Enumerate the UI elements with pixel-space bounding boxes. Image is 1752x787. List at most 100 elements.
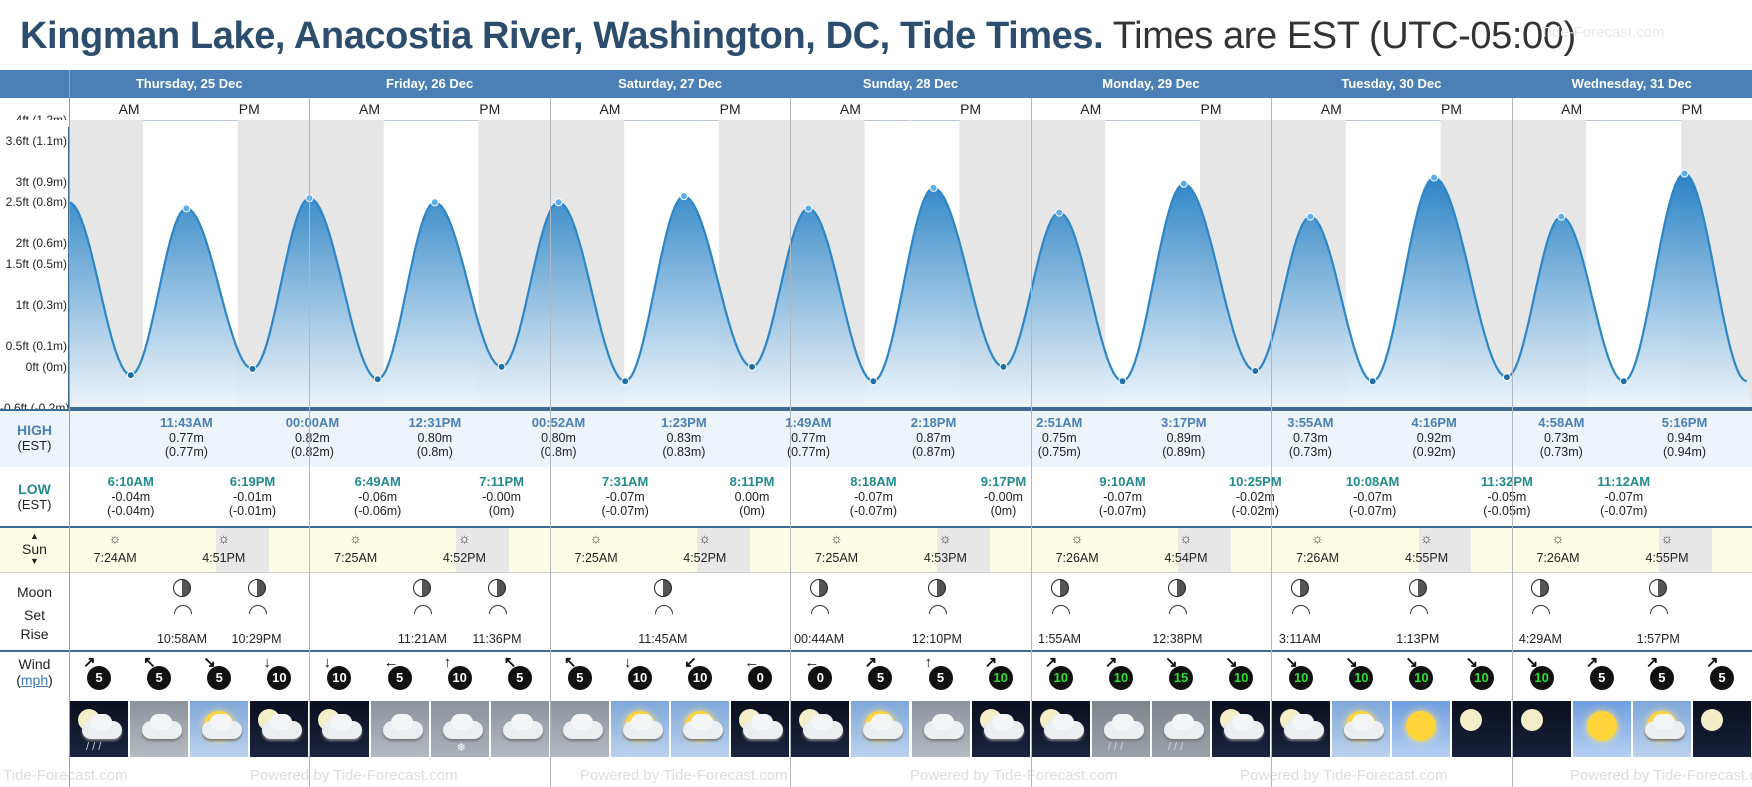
watermark-bottom: Powered by Tide-Forecast.com: [1570, 767, 1752, 784]
sunset-cell: [456, 528, 510, 572]
wind-speed-badge[interactable]: 10: [327, 666, 352, 690]
high-tide-height: 0.75m: [1041, 431, 1077, 445]
wind-speed-badge[interactable]: 10: [1529, 666, 1554, 690]
low-tide-point[interactable]: [126, 371, 135, 380]
high-tide-point[interactable]: [1055, 208, 1064, 217]
high-tide-point[interactable]: [1680, 169, 1689, 178]
wind-speed-badge[interactable]: 10: [1229, 666, 1254, 690]
low-tide-point[interactable]: [497, 362, 506, 371]
high-tide-point[interactable]: [554, 198, 563, 207]
high-tide-point[interactable]: [679, 192, 688, 201]
wind-speed-badge[interactable]: 5: [1649, 666, 1674, 690]
wind-speed-badge[interactable]: 10: [688, 666, 713, 690]
wind-speed-badge[interactable]: 5: [1709, 666, 1734, 690]
moon-phase-icon: [487, 579, 506, 597]
weather-night-cloud-icon: [731, 701, 790, 757]
y-axis-tick-label: 0ft (0m): [25, 359, 67, 374]
wind-speed-badge[interactable]: 10: [1108, 666, 1133, 690]
wind-speed-badge[interactable]: 5: [928, 666, 953, 690]
moon-rise-set-icon: [811, 605, 830, 614]
ampm-am: AM: [1271, 98, 1392, 121]
day-header[interactable]: Wednesday, 31 Dec: [1511, 70, 1752, 98]
high-tide-height: 0.89m: [1166, 431, 1202, 445]
high-tide-time: 3:17PM: [1161, 415, 1207, 430]
low-tide-point[interactable]: [621, 377, 630, 386]
location-title: Kingman Lake, Anacostia River, Washingto…: [20, 15, 1104, 57]
high-tide-height: (0.89m): [1162, 445, 1206, 459]
moon-phase-icon: [1050, 579, 1069, 597]
wind-speed-badge[interactable]: 15: [1168, 666, 1193, 690]
wind-speed-badge[interactable]: 10: [988, 666, 1013, 690]
low-tide-point[interactable]: [1368, 377, 1377, 386]
sunset-time: 4:55PM: [1405, 551, 1449, 565]
wind-speed-badge[interactable]: 10: [267, 666, 292, 690]
wind-speed-badge[interactable]: 5: [387, 666, 412, 690]
wind-speed-badge[interactable]: 5: [1589, 666, 1614, 690]
sun-label: ▲ Sun ▼: [0, 532, 69, 566]
moon-phase-icon: [173, 579, 191, 597]
moon-phase-icon: [247, 579, 266, 597]
high-tide-point[interactable]: [1306, 212, 1315, 221]
day-header[interactable]: Sunday, 28 Dec: [790, 70, 1031, 98]
low-tide-height: -0.02m: [1235, 490, 1275, 504]
wind-speed-badge[interactable]: 10: [1409, 666, 1434, 690]
day-header[interactable]: Tuesday, 30 Dec: [1271, 70, 1512, 98]
low-tide-time: 10:08AM: [1345, 474, 1400, 489]
low-tide-point[interactable]: [999, 362, 1008, 371]
high-tide-point[interactable]: [1430, 173, 1439, 182]
high-tide-height: 0.77m: [169, 431, 204, 445]
wind-speed-badge[interactable]: 10: [1469, 666, 1494, 690]
wind-speed-badge[interactable]: 5: [87, 666, 112, 690]
high-tide-point[interactable]: [430, 198, 439, 207]
wind-speed-badge[interactable]: 0: [748, 666, 773, 690]
day-header[interactable]: Friday, 26 Dec: [309, 70, 550, 98]
wind-speed-badge[interactable]: 5: [147, 666, 172, 690]
day-header[interactable]: Monday, 29 Dec: [1030, 70, 1272, 98]
day-divider: [790, 98, 791, 787]
day-header[interactable]: Saturday, 27 Dec: [549, 70, 791, 98]
wind-speed-badge[interactable]: 5: [207, 666, 232, 690]
low-tide-point[interactable]: [1619, 377, 1628, 386]
wind-speed-badge[interactable]: 10: [447, 666, 472, 690]
wind-speed-badge[interactable]: 10: [1289, 666, 1314, 690]
low-tide-point[interactable]: [373, 375, 382, 384]
wind-direction-icon: ↗: [1645, 654, 1659, 671]
high-row-bg: [0, 411, 1752, 467]
high-tide-height: (0.8m): [540, 445, 577, 459]
low-tide-point[interactable]: [1502, 373, 1511, 382]
low-tide-point[interactable]: [1251, 366, 1260, 375]
high-tide-point[interactable]: [929, 183, 938, 192]
high-tide-point[interactable]: [1557, 212, 1566, 221]
high-label-text: HIGH: [17, 422, 52, 438]
low-tide-time: 8:11PM: [729, 474, 775, 489]
weather-night-clear-icon: [1452, 701, 1511, 757]
low-tide-point[interactable]: [248, 364, 257, 373]
day-header[interactable]: Thursday, 25 Dec: [69, 70, 310, 98]
wind-speed-badge[interactable]: 10: [1048, 666, 1073, 690]
ampm-pm: PM: [189, 98, 310, 121]
wind-direction-icon: ↘: [203, 654, 216, 671]
high-tide-point[interactable]: [182, 204, 191, 213]
weather-sun-cloud-icon: [851, 701, 910, 757]
wind-speed-badge[interactable]: 10: [1349, 666, 1374, 690]
high-tide-point[interactable]: [1179, 179, 1188, 188]
wind-speed-badge[interactable]: 10: [628, 666, 653, 690]
moon-phase-icon: [1168, 579, 1187, 597]
high-tide-time: 4:16PM: [1411, 415, 1457, 430]
low-tide-point[interactable]: [748, 362, 757, 371]
low-tide-point[interactable]: [869, 377, 878, 386]
wind-speed-badge[interactable]: 5: [507, 666, 532, 690]
wind-speed-badge[interactable]: 5: [868, 666, 893, 690]
sunrise-time: 7:24AM: [93, 551, 137, 565]
wind-direction-icon: ↑: [924, 654, 933, 671]
moon-phase-icon: [1531, 579, 1550, 597]
low-tide-point[interactable]: [1118, 377, 1127, 386]
high-tide-point[interactable]: [804, 204, 813, 213]
wind-speed-badge[interactable]: 5: [567, 666, 592, 690]
wind-units-link[interactable]: mph: [20, 672, 49, 688]
sunset-time: 4:52PM: [683, 551, 727, 565]
weather-night-cloud-icon: [1212, 701, 1271, 757]
wind-direction-icon: ↘: [1345, 654, 1358, 671]
low-tide-height: (-0.04m): [107, 504, 155, 518]
wind-speed-badge[interactable]: 0: [808, 666, 833, 690]
